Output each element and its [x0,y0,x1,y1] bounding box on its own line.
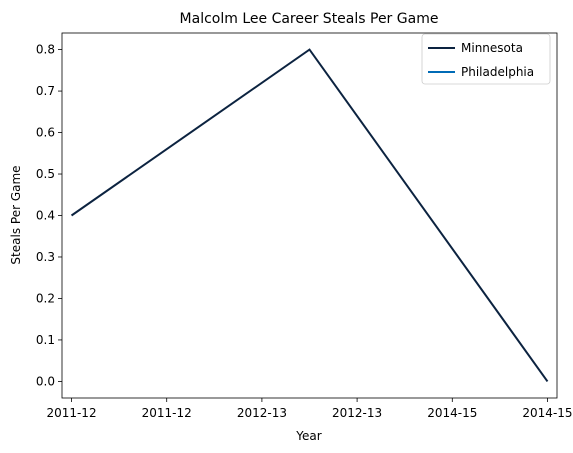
y-tick-label: 0.6 [36,126,55,140]
x-tick-label: 2014-15 [522,406,572,420]
x-tick-label: 2012-13 [237,406,287,420]
x-axis-ticks: 2011-12 2011-12 2012-13 2012-13 2014-15 2014-… [46,398,573,420]
x-tick-label: 2014-15 [427,406,477,420]
y-tick-label: 0.2 [36,291,55,305]
y-tick-label: 0.8 [36,43,55,57]
y-tick-label: 0.5 [36,167,55,181]
series-line-minnesota [70,48,549,382]
y-axis-ticks: 0.0 0.1 0.2 0.3 0.4 0.5 0.6 0.7 0.8 [36,43,62,388]
plot-area [62,33,557,398]
y-axis-label: Steals Per Game [9,165,23,264]
legend-entry-minnesota: Minnesota [461,41,523,55]
y-tick-label: 0.3 [36,250,55,264]
y-tick-label: 0.4 [36,209,55,223]
legend-entry-philadelphia: Philadelphia [461,65,534,79]
x-tick-label: 2011-12 [142,406,192,420]
legend: Minnesota Philadelphia [421,33,551,85]
x-tick-label: 2012-13 [332,406,382,420]
y-tick-label: 0.1 [36,333,55,347]
series-layer [70,48,549,382]
x-axis-label: Year [295,429,321,443]
y-tick-label: 0.7 [36,84,55,98]
y-tick-label: 0.0 [36,374,55,388]
chart-title: Malcolm Lee Career Steals Per Game [180,11,439,27]
x-tick-label: 2011-12 [46,406,96,420]
